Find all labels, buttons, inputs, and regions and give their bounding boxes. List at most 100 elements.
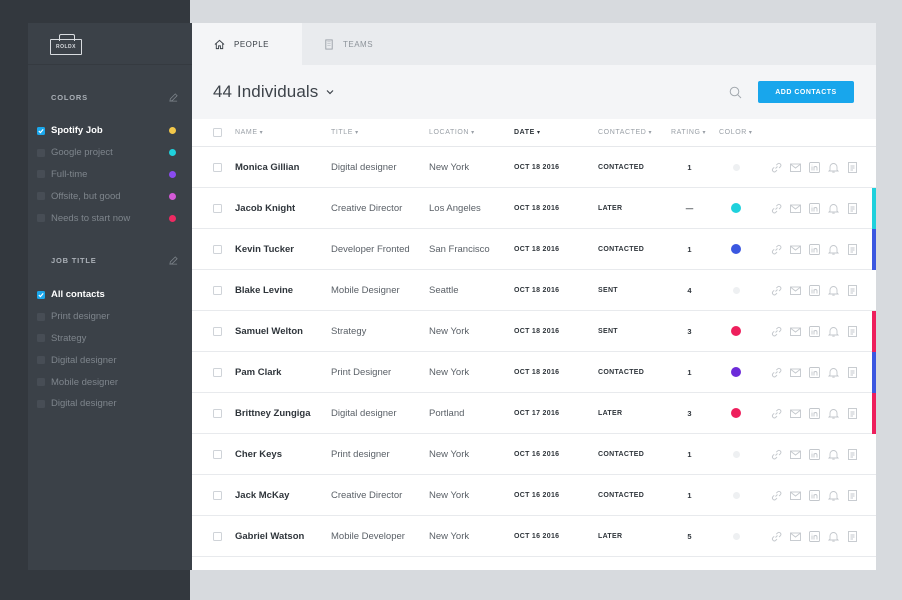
link-icon[interactable]	[770, 161, 783, 174]
link-icon[interactable]	[770, 448, 783, 461]
note-icon[interactable]	[846, 161, 859, 174]
filter-checkbox[interactable]	[37, 214, 45, 223]
filter-item[interactable]: Mobile designer	[28, 371, 192, 393]
cell-name[interactable]: Gabriel Watson	[235, 530, 305, 542]
color-indicator[interactable]	[732, 450, 740, 458]
mail-icon[interactable]	[789, 489, 802, 502]
filter-checkbox[interactable]	[37, 148, 45, 157]
filter-checkbox[interactable]	[37, 290, 45, 299]
note-icon[interactable]	[846, 366, 859, 379]
linkedin-icon[interactable]	[808, 325, 821, 338]
table-row[interactable]: Blake Levine Mobile Designer Seattle OCT 18…	[192, 270, 876, 311]
cell-name[interactable]: Blake Levine	[235, 284, 294, 296]
row-checkbox[interactable]	[213, 162, 222, 172]
cell-name[interactable]: Pam Clark	[235, 366, 282, 378]
search-icon[interactable]	[729, 86, 742, 99]
link-icon[interactable]	[770, 202, 783, 215]
note-icon[interactable]	[846, 407, 859, 420]
mail-icon[interactable]	[789, 530, 802, 543]
select-all-checkbox[interactable]	[213, 128, 222, 137]
table-row[interactable]: Monica Gillian Digital designer New York OC…	[192, 147, 876, 188]
mail-icon[interactable]	[789, 243, 802, 256]
tab-teams[interactable]: TEAMS	[302, 23, 412, 65]
cell-name[interactable]: Kevin Tucker	[235, 243, 294, 255]
filter-checkbox[interactable]	[37, 312, 45, 321]
add-contacts-button[interactable]: ADD CONTACTS	[758, 81, 854, 103]
bell-icon[interactable]	[827, 366, 840, 379]
table-row[interactable]: Pam Clark Print Designer New York OCT 18 20…	[192, 352, 876, 393]
col-rating[interactable]: RATING ▾	[665, 129, 714, 136]
filter-item[interactable]: Digital designer	[28, 349, 192, 371]
color-indicator[interactable]	[731, 203, 741, 213]
bell-icon[interactable]	[827, 325, 840, 338]
table-row[interactable]: Jack McKay Creative Director New York OCT 1…	[192, 475, 876, 516]
col-contacted[interactable]: CONTACTED ▾	[598, 129, 665, 136]
filter-checkbox[interactable]	[37, 356, 45, 365]
mail-icon[interactable]	[789, 366, 802, 379]
table-row[interactable]: Jacob Knight Creative Director Los Angeles…	[192, 188, 876, 229]
note-icon[interactable]	[846, 325, 859, 338]
col-name[interactable]: NAME ▾	[235, 129, 331, 136]
link-icon[interactable]	[770, 366, 783, 379]
cell-name[interactable]: Jack McKay	[235, 489, 290, 501]
filter-item[interactable]: Spotify Job	[28, 120, 192, 142]
note-icon[interactable]	[846, 202, 859, 215]
color-indicator[interactable]	[732, 163, 740, 171]
row-checkbox[interactable]	[213, 203, 222, 213]
linkedin-icon[interactable]	[808, 530, 821, 543]
linkedin-icon[interactable]	[808, 202, 821, 215]
color-indicator[interactable]	[731, 408, 741, 418]
link-icon[interactable]	[770, 407, 783, 420]
tab-people[interactable]: PEOPLE	[192, 23, 302, 65]
cell-name[interactable]: Samuel Welton	[235, 325, 303, 337]
bell-icon[interactable]	[827, 202, 840, 215]
filter-item[interactable]: Google project	[28, 142, 192, 164]
filter-checkbox[interactable]	[37, 399, 45, 408]
mail-icon[interactable]	[789, 448, 802, 461]
filter-item[interactable]: Strategy	[28, 328, 192, 350]
col-title[interactable]: TITLE ▾	[331, 129, 429, 136]
row-checkbox[interactable]	[213, 326, 222, 336]
col-color[interactable]: COLOR ▾	[714, 129, 758, 136]
pencil-icon[interactable]	[169, 92, 178, 102]
filter-item[interactable]: Print designer	[28, 306, 192, 328]
note-icon[interactable]	[846, 243, 859, 256]
color-indicator[interactable]	[732, 491, 740, 499]
row-checkbox[interactable]	[213, 285, 222, 295]
note-icon[interactable]	[846, 448, 859, 461]
mail-icon[interactable]	[789, 161, 802, 174]
cell-name[interactable]: Brittney Zungiga	[235, 407, 311, 419]
col-date[interactable]: DATE ▾	[514, 129, 598, 136]
bell-icon[interactable]	[827, 448, 840, 461]
row-checkbox[interactable]	[213, 490, 222, 500]
row-checkbox[interactable]	[213, 367, 222, 377]
mail-icon[interactable]	[789, 407, 802, 420]
note-icon[interactable]	[846, 530, 859, 543]
linkedin-icon[interactable]	[808, 284, 821, 297]
table-row[interactable]: Gabriel Watson Mobile Developer New York OC…	[192, 516, 876, 557]
linkedin-icon[interactable]	[808, 448, 821, 461]
bell-icon[interactable]	[827, 530, 840, 543]
filter-item[interactable]: Digital designer	[28, 393, 192, 415]
note-icon[interactable]	[846, 284, 859, 297]
filter-checkbox[interactable]	[37, 334, 45, 343]
table-row[interactable]: Cher Keys Print designer New York OCT 16 20…	[192, 434, 876, 475]
filter-checkbox[interactable]	[37, 192, 45, 201]
color-indicator[interactable]	[732, 532, 740, 540]
bell-icon[interactable]	[827, 284, 840, 297]
mail-icon[interactable]	[789, 284, 802, 297]
link-icon[interactable]	[770, 489, 783, 502]
cell-name[interactable]: Monica Gillian	[235, 161, 300, 173]
filter-checkbox[interactable]	[37, 126, 45, 135]
row-checkbox[interactable]	[213, 449, 222, 459]
linkedin-icon[interactable]	[808, 366, 821, 379]
linkedin-icon[interactable]	[808, 161, 821, 174]
col-location[interactable]: LOCATION ▾	[429, 129, 514, 136]
cell-name[interactable]: Jacob Knight	[235, 202, 296, 214]
bell-icon[interactable]	[827, 407, 840, 420]
linkedin-icon[interactable]	[808, 489, 821, 502]
link-icon[interactable]	[770, 284, 783, 297]
mail-icon[interactable]	[789, 202, 802, 215]
link-icon[interactable]	[770, 325, 783, 338]
color-indicator[interactable]	[731, 326, 741, 336]
